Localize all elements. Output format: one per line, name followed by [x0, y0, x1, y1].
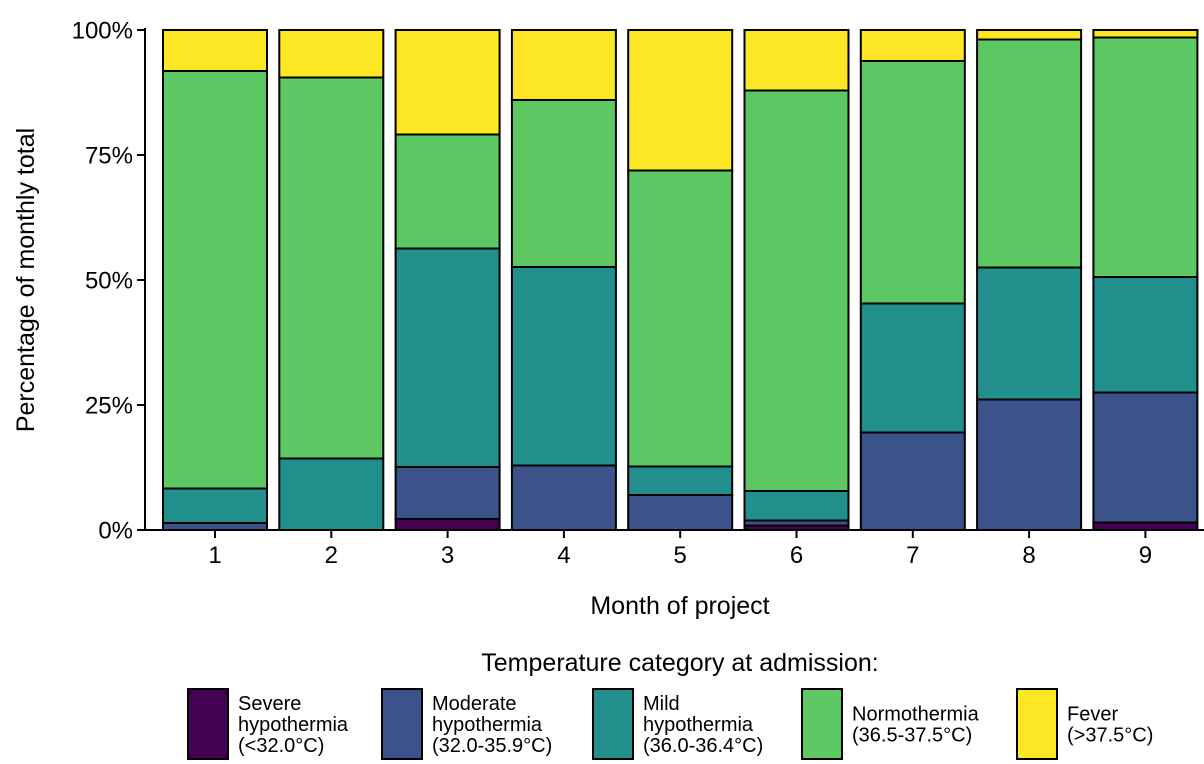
bar-segment-m5-s3 [627, 169, 734, 468]
legend: Severe hypothermia (<32.0°C) Moderate hypoth… [187, 688, 1153, 760]
bar-segment-m3-s2 [394, 247, 501, 468]
y-axis-title: Percentage of monthly total [12, 128, 40, 432]
bars-layer [162, 29, 1199, 531]
x-tick-label: 2 [325, 542, 338, 569]
y-tick-label: 100% [72, 18, 133, 45]
bar-segment-m2-s2 [278, 457, 385, 531]
x-tick-label: 7 [906, 542, 919, 569]
bar-segment-m9-s3 [1092, 36, 1199, 278]
legend-key [592, 688, 634, 760]
legend-label: Fever (>37.5°C) [1067, 704, 1153, 747]
axes-layer: 0% 25% 50% 75% 100% 1 2 3 4 5 6 7 8 9 [72, 18, 1204, 569]
x-axis-title: Month of project [590, 592, 769, 620]
x-tick-label: 8 [1022, 542, 1035, 569]
bar-segment-m5-s1 [627, 494, 734, 531]
legend-label: Severe hypothermia (<32.0°C) [238, 693, 349, 757]
bar-segment-m9-s2 [1092, 276, 1199, 394]
bar-segment-m9-s0 [1092, 521, 1199, 531]
bar-segment-m4-s3 [510, 99, 617, 268]
y-tick-label: 50% [85, 268, 133, 295]
x-tick-label: 3 [441, 542, 454, 569]
bar-segment-m2-s3 [278, 76, 385, 460]
legend-title: Temperature category at admission: [481, 649, 878, 677]
x-tick-label: 1 [208, 542, 221, 569]
bar-segment-m9-s1 [1092, 391, 1199, 524]
bar-segment-m4-s2 [510, 266, 617, 467]
y-tick-label: 0% [98, 518, 133, 545]
legend-label: Mild hypothermia (36.0-36.4°C) [643, 693, 763, 757]
legend-key [1016, 688, 1058, 760]
bar-segment-m3-s1 [394, 466, 501, 520]
bar-segment-m9-s4 [1092, 29, 1199, 39]
legend-key [801, 688, 843, 760]
x-tick-label: 5 [674, 542, 687, 569]
legend-label: Normothermia (36.5-37.5°C) [852, 704, 980, 747]
bar-segment-m7-s4 [859, 29, 966, 62]
bar-segment-m1-s1 [162, 522, 268, 531]
legend-key [381, 688, 423, 760]
bar-segment-m6-s3 [743, 89, 850, 492]
bar-segment-m1-s2 [162, 487, 268, 524]
bar-segment-m5-s4 [627, 29, 734, 172]
bar-segment-m2-s4 [278, 29, 385, 79]
x-tick-label: 9 [1139, 542, 1152, 569]
bar-segment-m6-s2 [743, 490, 850, 522]
bar-segment-m8-s1 [976, 398, 1083, 531]
bar-segment-m8-s3 [976, 38, 1083, 269]
bar-segment-m8-s4 [976, 29, 1083, 41]
bar-segment-m1-s4 [162, 29, 268, 72]
bar-segment-m3-s4 [394, 29, 501, 136]
legend-label: Moderate hypothermia (32.0-35.9°C) [432, 693, 552, 757]
bar-segment-m7-s2 [859, 302, 966, 434]
bar-segment-m4-s4 [510, 29, 617, 101]
bar-segment-m8-s2 [976, 266, 1083, 401]
bar-segment-m4-s1 [510, 464, 617, 531]
y-tick-label: 25% [85, 393, 133, 420]
bar-segment-m6-s4 [743, 29, 850, 92]
bar-segment-m5-s2 [627, 465, 734, 496]
bar-segment-m7-s3 [859, 60, 966, 305]
x-tick-label: 4 [557, 542, 570, 569]
bar-segment-m3-s0 [394, 518, 501, 531]
x-tick-label: 6 [790, 542, 803, 569]
bar-segment-m1-s3 [162, 70, 268, 490]
bar-segment-m3-s3 [394, 133, 501, 250]
y-tick-label: 75% [85, 143, 133, 170]
legend-key [187, 688, 229, 760]
bar-segment-m7-s1 [859, 431, 966, 531]
